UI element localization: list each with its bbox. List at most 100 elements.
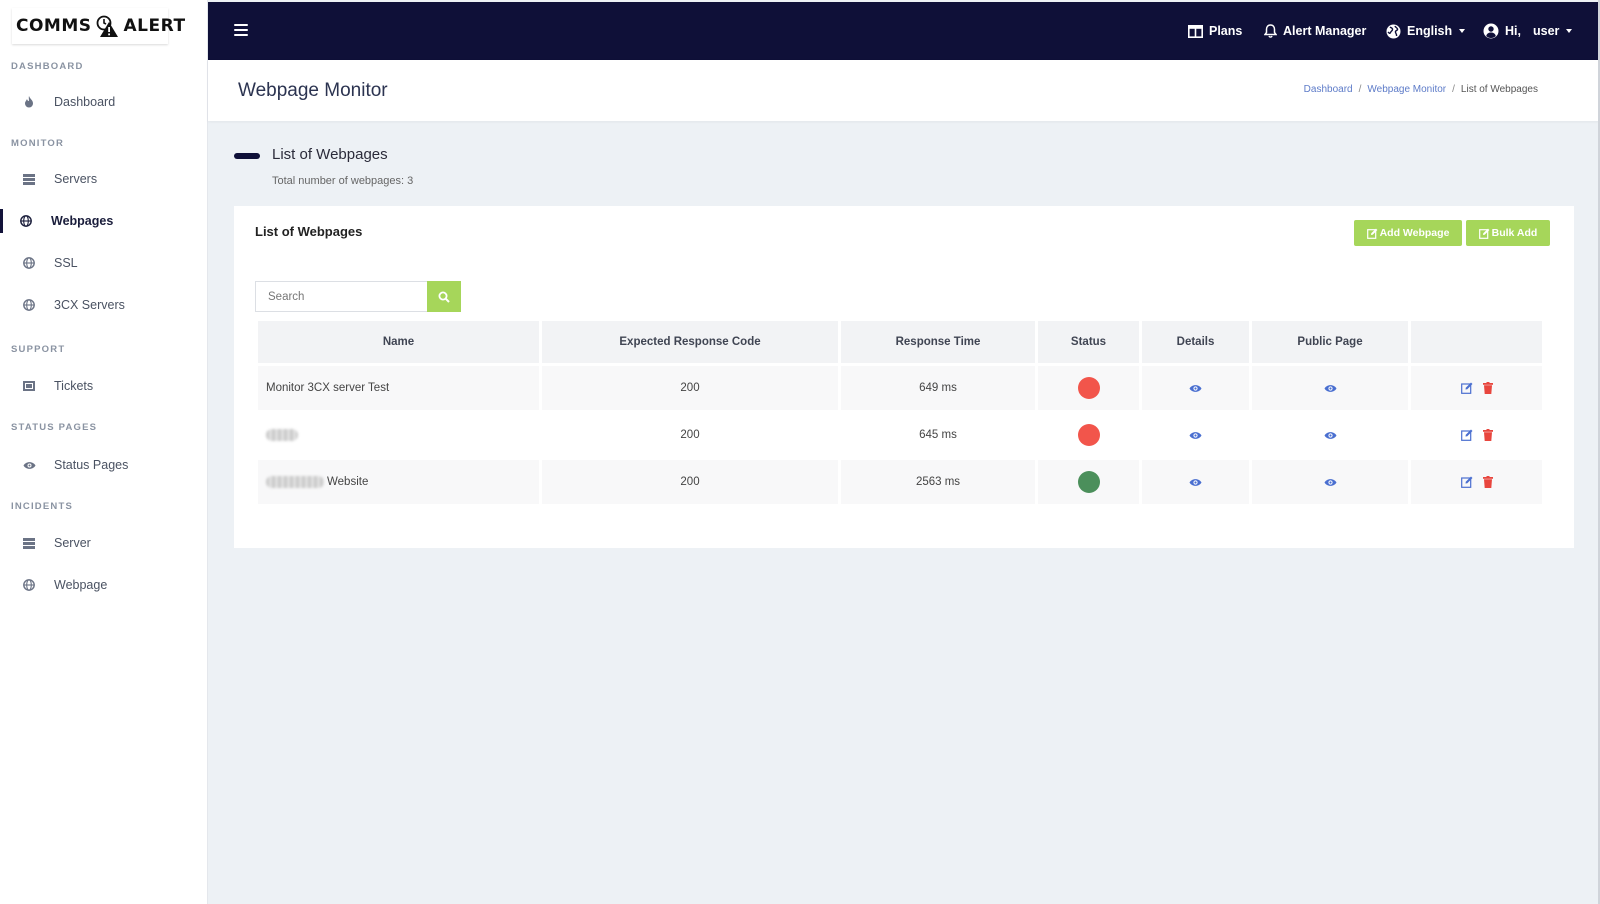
- card-title: List of Webpages: [255, 224, 363, 239]
- section-incidents-header: INCIDENTS: [11, 501, 73, 512]
- view-details-eye-icon[interactable]: [1189, 478, 1202, 487]
- trash-icon[interactable]: [1482, 429, 1493, 441]
- edit-icon[interactable]: [1460, 429, 1473, 441]
- webpage-name: Website: [258, 460, 539, 504]
- username-label: user: [1532, 24, 1560, 38]
- server-icon: [22, 536, 36, 550]
- search-input[interactable]: [255, 281, 427, 312]
- brand-name-part1: COMMS: [16, 16, 92, 36]
- bell-icon: [1264, 24, 1277, 38]
- response-time: 649 ms: [841, 366, 1035, 410]
- sidebar-item-label: Server: [54, 536, 91, 550]
- trash-icon[interactable]: [1482, 476, 1493, 488]
- expected-code: 200: [542, 366, 838, 410]
- sidebar-item-label: Tickets: [54, 379, 94, 393]
- plans-label: Plans: [1209, 24, 1243, 38]
- column-header-actions: [1411, 321, 1542, 363]
- webpage-name: [258, 413, 539, 457]
- menu-toggle-icon[interactable]: [234, 24, 248, 36]
- redacted-text: [266, 429, 298, 441]
- response-time: 2563 ms: [841, 460, 1035, 504]
- view-public-page-eye-icon[interactable]: [1324, 431, 1337, 440]
- globe-icon: [19, 214, 33, 228]
- sidebar: COMMS ALERT DASHBOARD Dashboard MONITOR …: [0, 0, 208, 904]
- view-public-page-eye-icon[interactable]: [1324, 478, 1337, 487]
- page-header: Webpage Monitor Dashboard / Webpage Moni…: [208, 60, 1600, 121]
- table-row: Website 200 2563 ms: [258, 460, 1553, 504]
- sidebar-item-3cx-servers[interactable]: 3CX Servers: [0, 288, 207, 322]
- greeting-label: Hi,: [1505, 24, 1521, 38]
- section-support-header: SUPPORT: [11, 344, 66, 355]
- sidebar-item-tickets[interactable]: Tickets: [0, 369, 207, 403]
- column-header-expected-code[interactable]: Expected Response Code: [542, 321, 838, 363]
- top-navbar: Plans Alert Manager English Hi, user: [208, 2, 1600, 60]
- server-icon: [22, 172, 36, 186]
- list-heading: List of Webpages: [272, 146, 388, 163]
- view-details-eye-icon[interactable]: [1189, 431, 1202, 440]
- breadcrumb-separator: /: [1452, 84, 1455, 95]
- sidebar-item-servers[interactable]: Servers: [0, 162, 207, 196]
- fire-icon: [22, 95, 36, 109]
- sidebar-item-label: Dashboard: [54, 95, 116, 109]
- view-public-page-eye-icon[interactable]: [1324, 384, 1337, 393]
- status-cell: [1038, 460, 1139, 504]
- heading-accent-bar: [234, 153, 260, 159]
- globe-icon: [22, 256, 36, 270]
- details-cell: [1142, 366, 1249, 410]
- trash-icon[interactable]: [1482, 382, 1493, 394]
- globe-icon: [22, 578, 36, 592]
- sidebar-item-label: 3CX Servers: [54, 298, 125, 312]
- plans-link[interactable]: Plans: [1188, 21, 1242, 41]
- response-time: 645 ms: [919, 429, 957, 441]
- sidebar-item-webpages[interactable]: Webpages: [0, 204, 207, 238]
- add-webpage-button[interactable]: Add Webpage: [1354, 220, 1462, 246]
- column-header-public-page[interactable]: Public Page: [1252, 321, 1408, 363]
- sidebar-item-status-pages[interactable]: Status Pages: [0, 448, 207, 482]
- public-page-cell: [1252, 460, 1408, 504]
- expected-code: 200: [542, 460, 838, 504]
- webpages-card: List of Webpages Add Webpage Bulk Add Na…: [234, 206, 1574, 548]
- bulk-add-button[interactable]: Bulk Add: [1466, 220, 1550, 246]
- webpages-table: Name Expected Response Code Response Tim…: [258, 321, 1553, 504]
- webpage-name: Monitor 3CX server Test: [258, 366, 539, 410]
- search-icon: [438, 291, 450, 303]
- add-webpage-label: Add Webpage: [1379, 227, 1450, 239]
- brand-logo[interactable]: COMMS ALERT: [12, 8, 185, 44]
- section-dashboard-header: DASHBOARD: [11, 61, 84, 72]
- column-header-name[interactable]: Name: [258, 321, 539, 363]
- status-indicator-down: [1077, 424, 1100, 446]
- webpage-count: Total number of webpages: 3: [272, 175, 414, 187]
- search-button[interactable]: [427, 281, 461, 312]
- actions-cell: [1411, 413, 1542, 457]
- globe-icon: [22, 298, 36, 312]
- language-label: English: [1407, 24, 1453, 38]
- column-header-response-time[interactable]: Response Time: [841, 321, 1035, 363]
- window-edge: [1598, 0, 1600, 904]
- column-header-status[interactable]: Status: [1038, 321, 1139, 363]
- status-cell: [1038, 366, 1139, 410]
- sidebar-item-label: Status Pages: [54, 458, 129, 472]
- sidebar-item-label: SSL: [54, 256, 78, 270]
- edit-icon[interactable]: [1460, 382, 1473, 394]
- user-menu-dropdown[interactable]: Hi, user: [1483, 21, 1573, 41]
- edit-icon[interactable]: [1460, 476, 1473, 488]
- alert-manager-link[interactable]: Alert Manager: [1264, 21, 1366, 41]
- actions-cell: [1411, 366, 1542, 410]
- sidebar-item-incident-webpage[interactable]: Webpage: [0, 568, 207, 602]
- sidebar-item-ssl[interactable]: SSL: [0, 246, 207, 280]
- sidebar-item-dashboard[interactable]: Dashboard: [0, 85, 207, 119]
- sidebar-item-incident-server[interactable]: Server: [0, 526, 207, 560]
- breadcrumb-webpage-monitor[interactable]: Webpage Monitor: [1367, 84, 1447, 95]
- sidebar-item-label: Webpages: [51, 214, 114, 228]
- column-header-details[interactable]: Details: [1142, 321, 1249, 363]
- breadcrumb-separator: /: [1358, 84, 1362, 95]
- chevron-down-icon: [1566, 29, 1573, 33]
- breadcrumb-dashboard[interactable]: Dashboard: [1303, 84, 1353, 95]
- language-dropdown[interactable]: English: [1386, 21, 1466, 41]
- view-details-eye-icon[interactable]: [1189, 384, 1202, 393]
- table-row: 200 645 ms: [258, 413, 1553, 457]
- details-cell: [1142, 413, 1249, 457]
- breadcrumb: Dashboard / Webpage Monitor / List of We…: [1304, 84, 1538, 95]
- table-row: Monitor 3CX server Test 200 649 ms: [258, 366, 1553, 410]
- alert-manager-label: Alert Manager: [1283, 24, 1367, 38]
